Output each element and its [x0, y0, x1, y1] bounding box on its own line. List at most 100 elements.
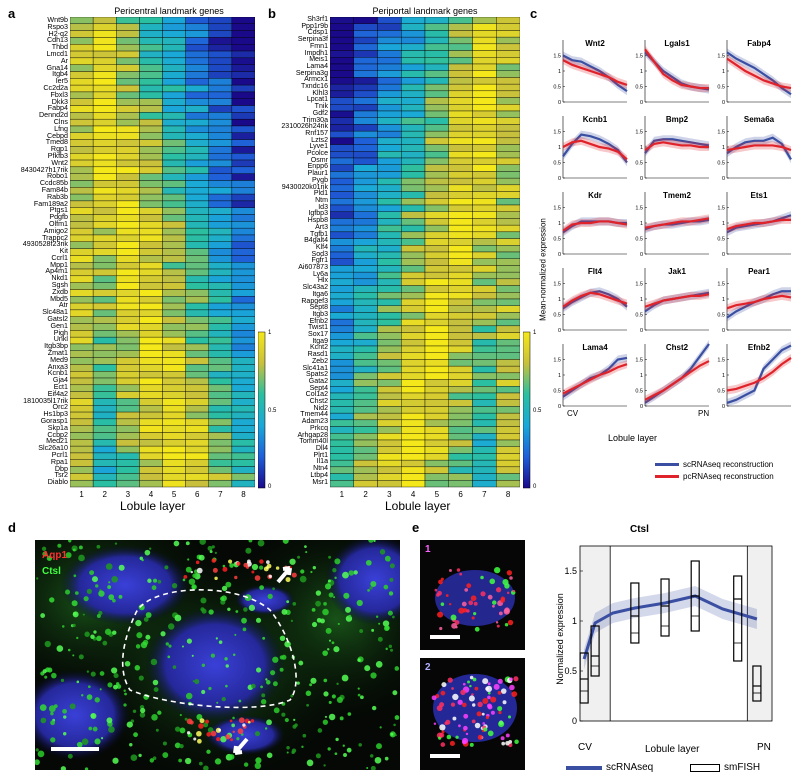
fluorescent-spot — [210, 730, 217, 737]
fluorescent-spot — [371, 705, 377, 711]
fluorescent-spot — [451, 687, 454, 690]
fluorescent-spot — [255, 757, 262, 764]
heatmap-cell — [185, 207, 209, 215]
heatmap-cell — [353, 191, 378, 199]
heatmap-cell — [139, 91, 163, 99]
heatmap-cell — [424, 110, 449, 118]
heatmap-cell — [70, 98, 94, 106]
tick-label: 0 — [640, 252, 643, 258]
heatmap-cell — [231, 316, 255, 324]
heatmap-cell — [92, 166, 117, 174]
gene-label: Lama4 — [306, 62, 328, 70]
heatmap-cell — [139, 384, 163, 392]
fluorescent-spot — [151, 714, 158, 721]
heatmap-cell — [424, 130, 449, 139]
micrograph-e1: 1 — [420, 540, 525, 650]
gene-label: Pld1 — [313, 190, 328, 198]
heatmap-cell — [139, 452, 163, 460]
heatmap-cell — [70, 166, 94, 174]
fluorescent-spot — [192, 573, 197, 579]
fluorescent-spot — [39, 704, 47, 711]
fluorescent-spot — [343, 592, 350, 599]
heatmap-cell — [162, 425, 186, 433]
gene-label: Zxdb — [52, 287, 68, 296]
heatmap-cell — [116, 98, 140, 106]
fluorescent-spot — [186, 718, 193, 725]
heatmap-cell — [353, 63, 378, 71]
tick-label: 1 — [722, 373, 725, 379]
heatmap-cell — [116, 289, 140, 297]
heatmap-cell — [116, 445, 140, 454]
fluorescent-spot — [260, 685, 263, 689]
fluorescent-spot — [81, 738, 89, 745]
heatmap-cell — [496, 379, 520, 387]
gene-label: Tmed8 — [45, 138, 68, 147]
fluorescent-spot — [302, 733, 307, 738]
heatmap-cell — [208, 30, 233, 38]
heatmap-cell — [448, 473, 473, 481]
heatmap-cell — [496, 473, 520, 481]
heatmap-cell — [208, 405, 233, 413]
fluorescent-spot — [459, 572, 463, 576]
fluorescent-spot — [162, 752, 169, 758]
gene-label: Art3 — [315, 223, 328, 231]
heatmap-cell — [377, 171, 402, 179]
fluorescent-spot — [390, 648, 394, 652]
heatmap-cell — [330, 36, 354, 45]
fluorescent-spot — [196, 567, 203, 574]
heatmap-cell — [401, 231, 426, 239]
fluorescent-spot — [67, 648, 71, 652]
heatmap-cell — [92, 357, 117, 365]
fluorescent-spot — [504, 622, 509, 627]
heatmap-cell — [330, 312, 354, 320]
heatmap-cell — [472, 453, 497, 461]
micrograph-e2: 2 — [420, 658, 525, 770]
fluorescent-spot — [306, 759, 314, 767]
heatmap-cell — [472, 419, 497, 427]
heatmap-cell — [330, 204, 354, 212]
fluorescent-spot — [198, 761, 203, 766]
heatmap-cell — [231, 159, 255, 168]
heatmap-b-xlabel: Lobule layer — [385, 499, 451, 513]
heatmap-cell — [70, 153, 94, 161]
fluorescent-spot — [306, 703, 310, 707]
heatmap-cell — [330, 151, 354, 159]
heatmap-cell — [496, 359, 520, 367]
fluorescent-spot — [72, 548, 76, 552]
tick-label: 1.5 — [717, 358, 725, 364]
fluorescent-spot — [492, 604, 495, 608]
fluorescent-spot — [40, 613, 46, 618]
fluorescent-spot — [370, 581, 377, 588]
tick-label: 1.5 — [553, 130, 561, 136]
heatmap-cell — [70, 405, 94, 413]
heatmap-cell — [424, 63, 449, 71]
fluorescent-spot — [78, 554, 85, 562]
heatmap-cell — [185, 459, 209, 467]
heatmap-cell — [401, 117, 426, 125]
legend-pc: pcRNAseq reconstruction — [655, 472, 774, 481]
heatmap-cell — [92, 180, 117, 188]
heatmap-cell — [162, 479, 186, 488]
fluorescent-spot — [67, 753, 73, 759]
heatmap-cell — [496, 97, 520, 105]
heatmap-cell — [330, 184, 354, 192]
heatmap-cell — [139, 248, 163, 256]
heatmap-cell — [472, 406, 497, 414]
smfish-box — [630, 582, 640, 644]
heatmap-cell — [496, 453, 520, 461]
fluorescent-spot — [385, 647, 388, 651]
heatmap-cell — [92, 173, 117, 181]
fluorescent-spot — [472, 677, 477, 682]
heatmap-cell — [448, 177, 473, 186]
heatmap-cell — [448, 151, 473, 159]
fluorescent-spot — [357, 687, 360, 690]
heatmap-cell — [330, 130, 354, 139]
heatmap-cell — [231, 411, 255, 420]
fluorescent-spot — [232, 730, 236, 734]
fluorescent-spot — [49, 597, 55, 603]
gene-label: Trim30a — [302, 116, 328, 124]
heatmap-cell — [185, 343, 209, 351]
heatmap-cell — [185, 44, 209, 52]
heatmap-cell — [231, 466, 255, 474]
gene-label: 8430427h17rik — [20, 165, 68, 174]
